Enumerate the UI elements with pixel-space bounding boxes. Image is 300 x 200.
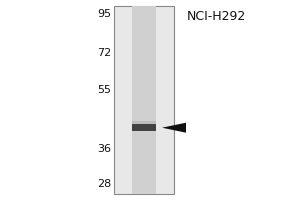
Bar [132,124,156,131]
Bar [132,121,156,124]
Text: 36: 36 [97,144,111,154]
Bar [114,6,174,194]
Text: 28: 28 [97,179,111,189]
Text: NCI-H292: NCI-H292 [186,10,246,23]
Polygon shape [162,123,186,133]
Bar [132,6,156,194]
Text: 55: 55 [97,85,111,95]
Text: 72: 72 [97,48,111,58]
Text: 95: 95 [97,9,111,19]
